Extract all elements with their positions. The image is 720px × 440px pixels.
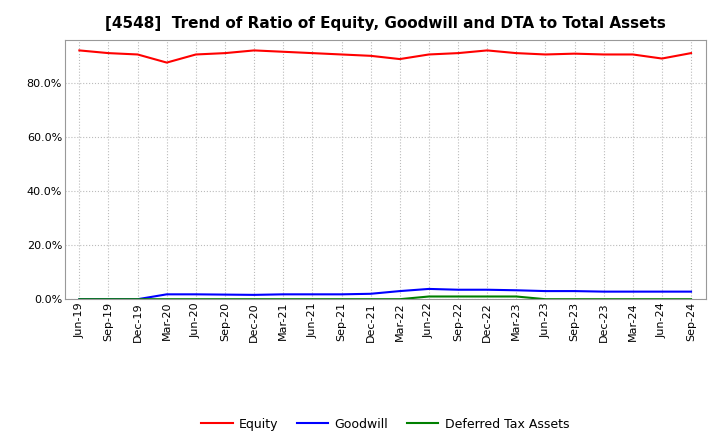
Deferred Tax Assets bbox=[570, 297, 579, 302]
Deferred Tax Assets bbox=[687, 297, 696, 302]
Goodwill bbox=[133, 297, 142, 302]
Goodwill bbox=[163, 292, 171, 297]
Legend: Equity, Goodwill, Deferred Tax Assets: Equity, Goodwill, Deferred Tax Assets bbox=[197, 413, 574, 436]
Equity bbox=[163, 60, 171, 65]
Equity bbox=[308, 51, 317, 56]
Equity bbox=[687, 51, 696, 56]
Deferred Tax Assets bbox=[395, 297, 404, 302]
Goodwill bbox=[599, 289, 608, 294]
Equity bbox=[75, 48, 84, 53]
Line: Deferred Tax Assets: Deferred Tax Assets bbox=[79, 297, 691, 299]
Goodwill bbox=[308, 292, 317, 297]
Goodwill bbox=[395, 289, 404, 294]
Goodwill bbox=[425, 286, 433, 292]
Goodwill bbox=[104, 297, 113, 302]
Deferred Tax Assets bbox=[250, 297, 258, 302]
Equity bbox=[657, 56, 666, 61]
Deferred Tax Assets bbox=[163, 297, 171, 302]
Deferred Tax Assets bbox=[75, 297, 84, 302]
Equity bbox=[220, 51, 229, 56]
Goodwill bbox=[192, 292, 200, 297]
Goodwill bbox=[541, 289, 550, 294]
Equity bbox=[366, 53, 375, 59]
Equity bbox=[279, 49, 287, 55]
Deferred Tax Assets bbox=[104, 297, 113, 302]
Goodwill bbox=[454, 287, 462, 292]
Deferred Tax Assets bbox=[337, 297, 346, 302]
Goodwill bbox=[657, 289, 666, 294]
Goodwill bbox=[570, 289, 579, 294]
Equity bbox=[541, 52, 550, 57]
Equity bbox=[104, 51, 113, 56]
Deferred Tax Assets bbox=[192, 297, 200, 302]
Deferred Tax Assets bbox=[541, 297, 550, 302]
Goodwill bbox=[337, 292, 346, 297]
Equity bbox=[337, 52, 346, 57]
Line: Equity: Equity bbox=[79, 51, 691, 62]
Equity bbox=[512, 51, 521, 56]
Deferred Tax Assets bbox=[220, 297, 229, 302]
Goodwill bbox=[250, 292, 258, 297]
Goodwill bbox=[220, 292, 229, 297]
Deferred Tax Assets bbox=[454, 294, 462, 299]
Equity bbox=[425, 52, 433, 57]
Goodwill bbox=[279, 292, 287, 297]
Equity bbox=[454, 51, 462, 56]
Equity bbox=[599, 52, 608, 57]
Deferred Tax Assets bbox=[512, 294, 521, 299]
Line: Goodwill: Goodwill bbox=[79, 289, 691, 299]
Equity bbox=[250, 48, 258, 53]
Deferred Tax Assets bbox=[308, 297, 317, 302]
Goodwill bbox=[75, 297, 84, 302]
Equity bbox=[629, 52, 637, 57]
Title: [4548]  Trend of Ratio of Equity, Goodwill and DTA to Total Assets: [4548] Trend of Ratio of Equity, Goodwil… bbox=[105, 16, 665, 32]
Equity bbox=[133, 52, 142, 57]
Equity bbox=[483, 48, 492, 53]
Deferred Tax Assets bbox=[279, 297, 287, 302]
Deferred Tax Assets bbox=[599, 297, 608, 302]
Goodwill bbox=[687, 289, 696, 294]
Deferred Tax Assets bbox=[425, 294, 433, 299]
Deferred Tax Assets bbox=[366, 297, 375, 302]
Equity bbox=[395, 56, 404, 62]
Deferred Tax Assets bbox=[629, 297, 637, 302]
Goodwill bbox=[483, 287, 492, 292]
Goodwill bbox=[512, 288, 521, 293]
Equity bbox=[192, 52, 200, 57]
Deferred Tax Assets bbox=[483, 294, 492, 299]
Equity bbox=[570, 51, 579, 56]
Goodwill bbox=[629, 289, 637, 294]
Deferred Tax Assets bbox=[657, 297, 666, 302]
Deferred Tax Assets bbox=[133, 297, 142, 302]
Goodwill bbox=[366, 291, 375, 297]
